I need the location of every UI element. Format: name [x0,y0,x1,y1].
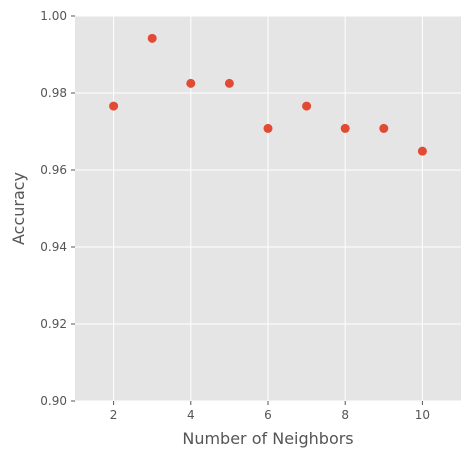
y-tick-label: 0.92 [40,317,67,331]
data-point [263,123,273,133]
y-tick-label: 0.96 [40,163,67,177]
y-axis-ticks: 0.90 0.92 0.94 0.96 0.98 1.00 [40,9,75,408]
data-point [147,33,157,43]
y-tick-label: 0.98 [40,86,67,100]
data-point [186,78,196,88]
x-tick-label: 6 [264,408,272,422]
y-tick-label: 0.94 [40,240,67,254]
x-tick-label: 4 [187,408,195,422]
data-point [224,78,234,88]
y-tick-label: 0.90 [40,394,67,408]
x-tick-label: 10 [415,408,430,422]
data-point [417,146,427,156]
data-points [109,33,427,156]
y-tick-label: 1.00 [40,9,67,23]
x-axis-label: Number of Neighbors [182,429,353,448]
data-point [109,101,119,111]
data-point [302,101,312,111]
grid-lines [75,15,461,402]
x-axis-ticks: 2 4 6 8 10 [110,401,430,422]
x-tick-label: 2 [110,408,118,422]
x-tick-label: 8 [341,408,349,422]
data-point [379,123,389,133]
data-point [340,123,350,133]
y-axis-label: Accuracy [9,172,28,245]
